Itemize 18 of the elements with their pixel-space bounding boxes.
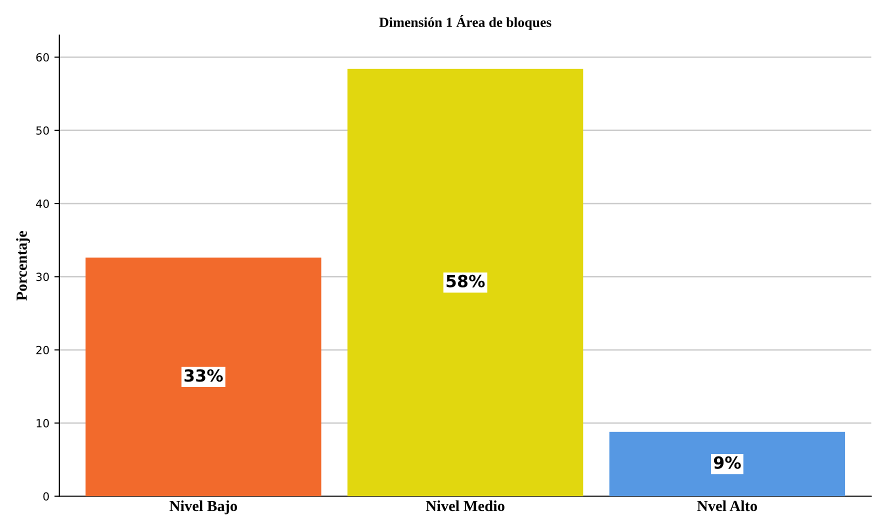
y-tick-label: 0: [43, 492, 49, 501]
y-tick-label: 10: [36, 419, 49, 428]
data-label: 58%: [446, 274, 485, 288]
data-label: 9%: [714, 456, 741, 469]
x-tick-label: Nivel Medio: [426, 500, 504, 512]
y-tick-label: 40: [36, 200, 49, 208]
chart-title: Dimensión 1 Área de bloques: [379, 15, 552, 30]
y-tick-label: 20: [36, 346, 49, 354]
bar: [609, 432, 846, 496]
x-tick-label: Nvel Alto: [697, 500, 757, 512]
bar: [347, 68, 584, 496]
y-tick-label: 30: [36, 272, 49, 282]
y-tick-label: 50: [36, 126, 49, 135]
y-tick-label: 60: [36, 53, 49, 62]
data-label: 33%: [184, 369, 223, 382]
x-tick-label: Nivel Bajo: [170, 500, 237, 514]
y-axis-title: Porcentaje: [16, 231, 30, 301]
bar: [86, 258, 322, 496]
